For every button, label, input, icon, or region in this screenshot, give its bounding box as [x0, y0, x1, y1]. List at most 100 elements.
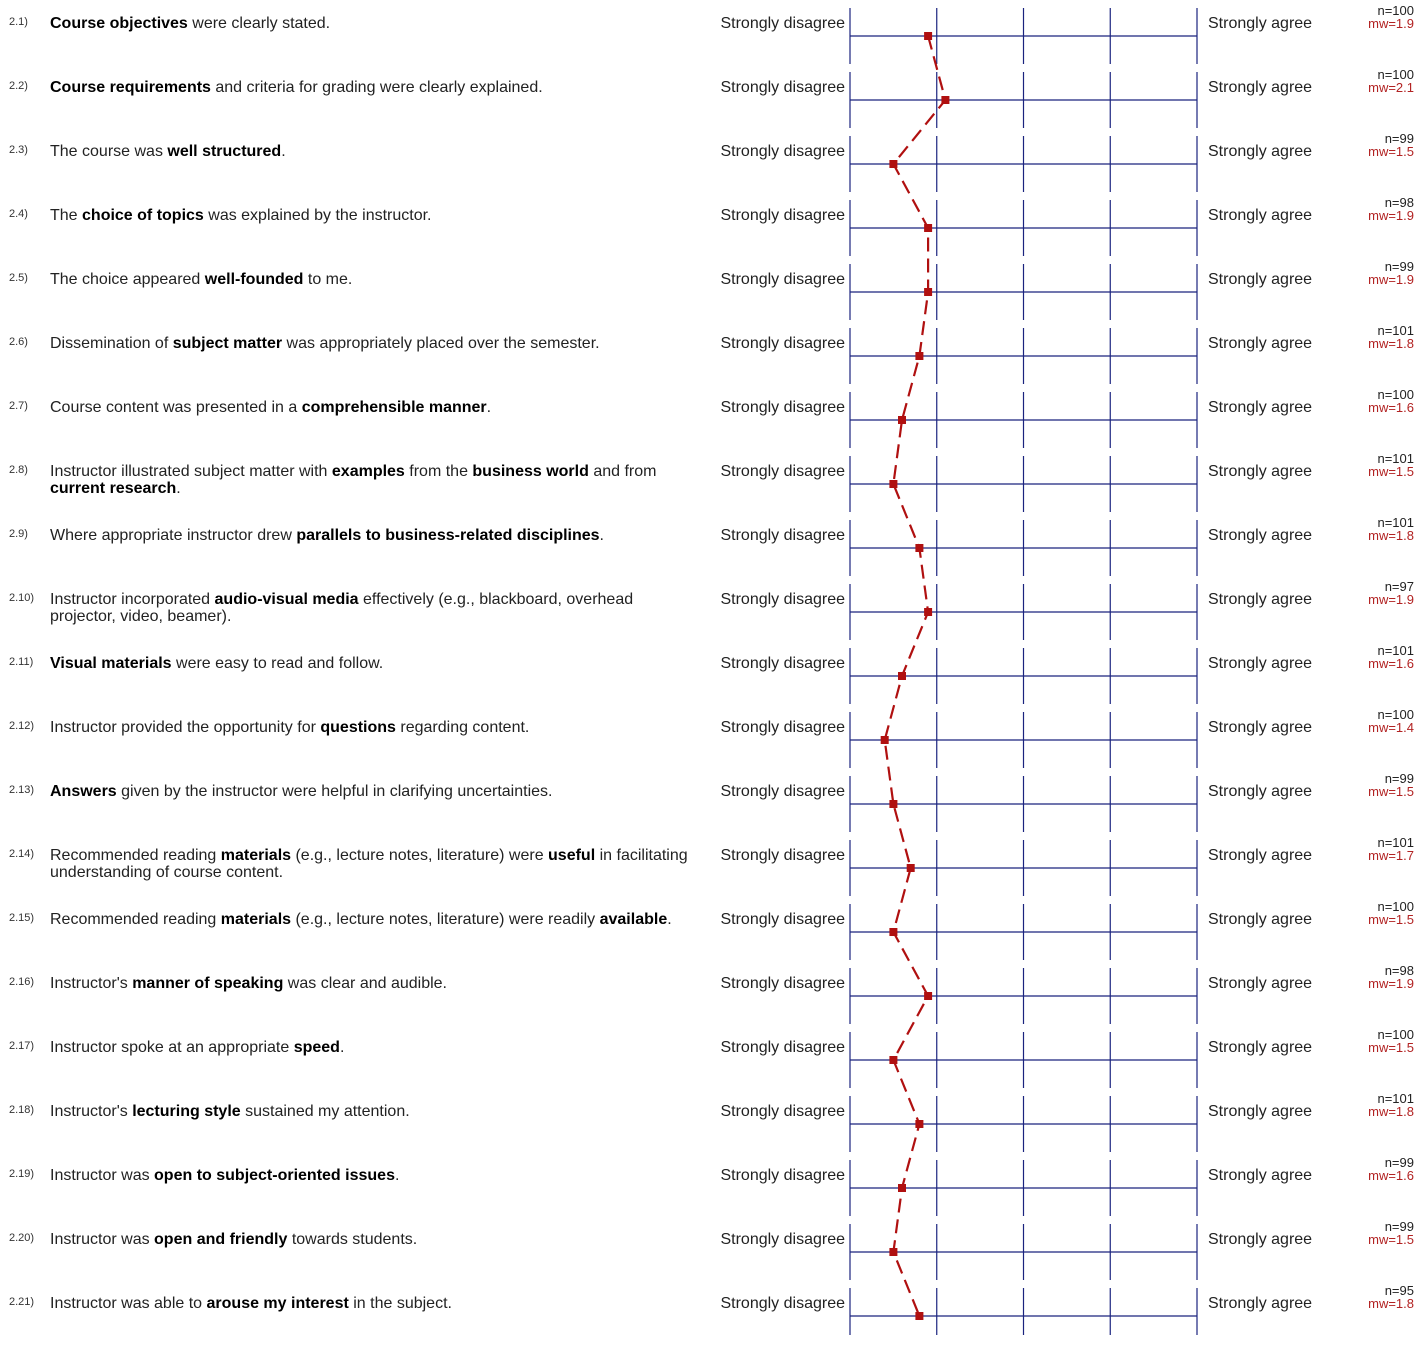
question-text: Course content was presented in a compre…: [50, 399, 492, 416]
scale-left-label: Strongly disagree: [720, 783, 845, 800]
question-text: The course was well structured.: [50, 143, 286, 160]
question-text: Course requirements and criteria for gra…: [50, 79, 543, 96]
mean-value: mw=1.6: [1368, 656, 1414, 671]
question-row: 2.21) Instructor was able to arouse my in…: [0, 1284, 1428, 1348]
mean-value: mw=1.8: [1368, 528, 1414, 543]
response-count: n=97: [1384, 579, 1414, 594]
scale-right-label: Strongly agree: [1208, 79, 1313, 96]
scale-right-label: Strongly agree: [1208, 143, 1313, 160]
scale-left-label: Strongly disagree: [720, 975, 845, 992]
scale-left-label: Strongly disagree: [720, 207, 845, 224]
question-row: 2.14) Recommended reading materials (e.g.…: [0, 836, 1428, 900]
scale-left-label: Strongly disagree: [720, 591, 845, 608]
scale-left-label: Strongly disagree: [720, 79, 845, 96]
response-count: n=100: [1377, 1027, 1414, 1042]
question-text: Instructor illustrated subject matter wi…: [50, 463, 657, 497]
scale-right-label: Strongly agree: [1208, 1103, 1313, 1120]
question-row: 2.6) Dissemination of subject matter was …: [0, 324, 1428, 388]
question-text: Instructor provided the opportunity for …: [50, 719, 530, 736]
scale-left-label: Strongly disagree: [720, 335, 845, 352]
mean-value: mw=1.9: [1368, 976, 1414, 991]
question-row: 2.15) Recommended reading materials (e.g.…: [0, 900, 1428, 964]
scale-right-label: Strongly agree: [1208, 719, 1313, 736]
question-row: 2.18) Instructor's lecturing style sustai…: [0, 1092, 1428, 1156]
question-number: 2.5): [9, 272, 28, 284]
question-number: 2.17): [9, 1040, 35, 1052]
mean-value: mw=1.7: [1368, 848, 1414, 863]
mean-value: mw=1.5: [1368, 784, 1414, 799]
response-count: n=101: [1377, 835, 1414, 850]
question-row: 2.12) Instructor provided the opportunity…: [0, 708, 1428, 772]
response-count: n=101: [1377, 451, 1414, 466]
scale-right-label: Strongly agree: [1208, 271, 1313, 288]
mean-value: mw=1.5: [1368, 144, 1414, 159]
scale-right-label: Strongly agree: [1208, 591, 1313, 608]
question-number: 2.11): [9, 656, 34, 668]
scale-left-label: Strongly disagree: [720, 1295, 845, 1312]
mean-value: mw=1.6: [1368, 400, 1414, 415]
question-row: 2.19) Instructor was open to subject-orie…: [0, 1156, 1428, 1220]
question-text: Instructor's manner of speaking was clea…: [50, 975, 447, 992]
question-text: Instructor was able to arouse my interes…: [50, 1295, 452, 1312]
scale-right-label: Strongly agree: [1208, 1039, 1313, 1056]
scale-right-label: Strongly agree: [1208, 15, 1313, 32]
scale-right-label: Strongly agree: [1208, 207, 1313, 224]
question-number: 2.2): [9, 80, 28, 92]
scale-left-label: Strongly disagree: [720, 911, 845, 928]
scale-left-label: Strongly disagree: [720, 655, 845, 672]
question-number: 2.18): [9, 1104, 35, 1116]
question-row: 2.5) The choice appeared well-founded to …: [0, 260, 1428, 324]
question-row: 2.3) The course was well structured. Stron…: [0, 132, 1428, 196]
response-count: n=100: [1377, 3, 1414, 18]
response-count: n=101: [1377, 515, 1414, 530]
question-text: Recommended reading materials (e.g., lec…: [50, 847, 688, 881]
question-row: 2.17) Instructor spoke at an appropriate …: [0, 1028, 1428, 1092]
question-number: 2.6): [9, 336, 28, 348]
scale-left-label: Strongly disagree: [720, 1167, 845, 1184]
response-count: n=98: [1384, 963, 1414, 978]
question-text: Recommended reading materials (e.g., lec…: [50, 911, 672, 928]
question-row: 2.20) Instructor was open and friendly to…: [0, 1220, 1428, 1284]
scale-left-label: Strongly disagree: [720, 1231, 845, 1248]
question-text: Course objectives were clearly stated.: [50, 15, 331, 32]
mean-value: mw=1.6: [1368, 1168, 1414, 1183]
question-number: 2.10): [9, 592, 35, 604]
question-row: 2.10) Instructor incorporated audio-visua…: [0, 580, 1428, 644]
response-count: n=98: [1384, 195, 1414, 210]
question-text: Where appropriate instructor drew parall…: [50, 527, 604, 544]
question-number: 2.19): [9, 1168, 35, 1180]
question-number: 2.15): [9, 912, 35, 924]
question-row: 2.9) Where appropriate instructor drew pa…: [0, 516, 1428, 580]
question-row: 2.1) Course objectives were clearly state…: [0, 4, 1428, 68]
scale-left-label: Strongly disagree: [720, 527, 845, 544]
scale-right-label: Strongly agree: [1208, 1295, 1313, 1312]
scale-right-label: Strongly agree: [1208, 975, 1313, 992]
question-number: 2.21): [9, 1296, 35, 1308]
mean-value: mw=1.5: [1368, 464, 1414, 479]
response-count: n=101: [1377, 1091, 1414, 1106]
question-number: 2.8): [9, 464, 28, 476]
mean-value: mw=1.4: [1368, 720, 1414, 735]
question-text: Instructor was open to subject-oriented …: [50, 1167, 400, 1184]
mean-value: mw=1.5: [1368, 912, 1414, 927]
question-text: Answers given by the instructor were hel…: [50, 783, 553, 800]
response-count: n=99: [1384, 259, 1414, 274]
question-row: 2.4) The choice of topics was explained b…: [0, 196, 1428, 260]
scale-right-label: Strongly agree: [1208, 335, 1313, 352]
question-text: Instructor was open and friendly towards…: [50, 1231, 418, 1248]
scale-right-label: Strongly agree: [1208, 655, 1313, 672]
question-text: Visual materials were easy to read and f…: [50, 655, 384, 672]
mean-value: mw=2.1: [1368, 80, 1414, 95]
question-row: 2.13) Answers given by the instructor wer…: [0, 772, 1428, 836]
scale-right-label: Strongly agree: [1208, 1167, 1313, 1184]
scale-right-label: Strongly agree: [1208, 463, 1313, 480]
question-number: 2.1): [9, 16, 28, 28]
mean-value: mw=1.9: [1368, 272, 1414, 287]
question-row: 2.7) Course content was presented in a co…: [0, 388, 1428, 452]
mean-value: mw=1.9: [1368, 16, 1414, 31]
mean-value: mw=1.9: [1368, 208, 1414, 223]
scale-left-label: Strongly disagree: [720, 463, 845, 480]
mean-value: mw=1.8: [1368, 1296, 1414, 1311]
scale-right-label: Strongly agree: [1208, 783, 1313, 800]
scale-left-label: Strongly disagree: [720, 15, 845, 32]
